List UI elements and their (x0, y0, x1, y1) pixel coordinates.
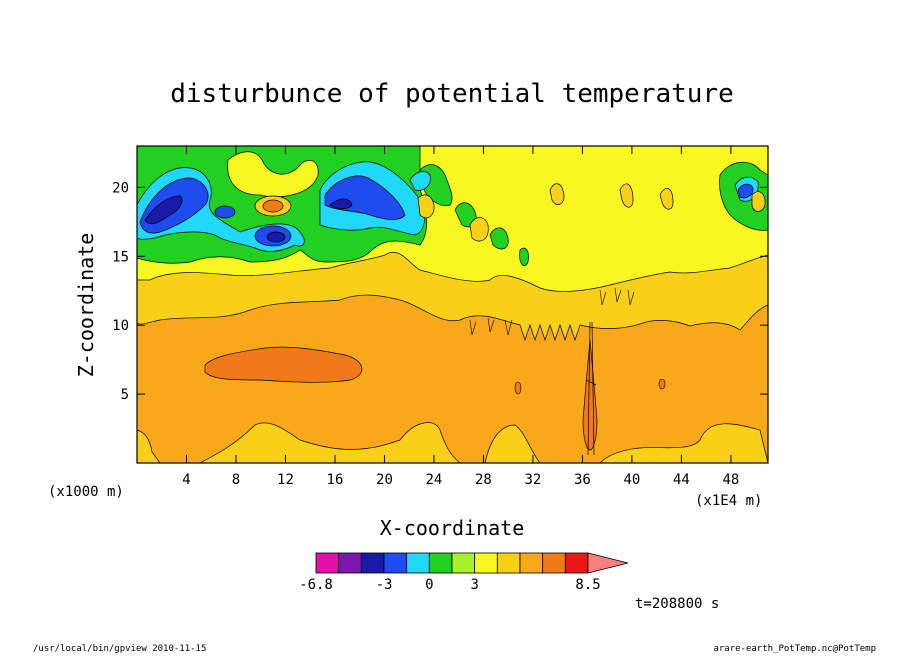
x-axis-ticks: 4 8 12 16 20 24 28 32 36 40 44 48 (182, 146, 739, 488)
y-tick-label: 20 (112, 180, 129, 196)
x-tick-label: 44 (673, 472, 690, 488)
y-tick-label: 5 (121, 387, 129, 403)
colorbar-swatch (315, 552, 340, 574)
region-upper-right-cyan (409, 171, 759, 202)
x-tick-label: 8 (232, 472, 240, 488)
colorbar-label: 8.5 (575, 577, 600, 593)
x-tick-label: 40 (623, 472, 640, 488)
y-tick-label: 10 (112, 318, 129, 334)
footer-right: arare-earth_PotTemp.nc@PotTemp (713, 644, 876, 654)
x-tick-label: 48 (722, 472, 739, 488)
colorbar: -6.8 -3 0 3 8.5 (299, 552, 629, 593)
region-upper-right-wavy-warm (417, 183, 766, 242)
region-small-1 (514, 381, 522, 395)
spike-lines (585, 321, 597, 456)
region-navy-left (144, 195, 183, 225)
x-tick-label: 28 (475, 472, 492, 488)
x-tick-label: 16 (327, 472, 344, 488)
colorbar-swatch (406, 552, 430, 574)
x-tick-label: 12 (277, 472, 294, 488)
time-label: t=208800 s (635, 596, 719, 612)
x-tick-label: 32 (524, 472, 541, 488)
y-axis-label: Z-coordinate (74, 233, 98, 378)
region-upper-left-yellow-bubble (227, 151, 319, 198)
x-tick-label: 24 (426, 472, 443, 488)
colorbar-swatch (496, 552, 521, 574)
colorbar-label: -6.8 (299, 577, 333, 593)
plot-frame (136, 145, 769, 464)
colorbar-swatch (451, 552, 476, 574)
colorbar-swatch (428, 552, 453, 574)
region-warm-bubble-core (262, 199, 284, 213)
x-tick-label: 20 (376, 472, 393, 488)
colorbar-swatch (338, 552, 362, 574)
colorbar-swatch (519, 552, 544, 574)
region-blue-small-2 (214, 205, 236, 219)
region-small-2 (658, 378, 666, 390)
colorbar-label: 3 (470, 577, 478, 593)
x-tick-label: 36 (574, 472, 591, 488)
region-upper-right-wave (419, 162, 768, 267)
y-axis-ticks: 5 10 15 20 (112, 180, 768, 403)
colorbar-swatch (360, 552, 385, 574)
plot-area (137, 146, 768, 463)
region-navy-mid (329, 198, 353, 210)
colorbar-swatch (542, 552, 566, 574)
colorbar-swatch (474, 552, 498, 574)
colorbar-label: -3 (376, 577, 393, 593)
footer-left: /usr/local/bin/gpview 2010-11-15 (33, 644, 206, 654)
x-tick-label: 4 (182, 472, 190, 488)
x-axis-label: X-coordinate (380, 516, 525, 540)
region-upper-right-blue (737, 183, 754, 199)
region-warm-core (204, 346, 363, 383)
y-scale-note: (x1000 m) (48, 484, 124, 500)
chart-title: disturbunce of potential temperature (170, 79, 734, 109)
colorbar-swatch (564, 552, 589, 574)
spiky-upper-lines (469, 287, 635, 336)
colorbar-swatch (383, 552, 408, 574)
colorbar-extend-arrow (587, 552, 629, 574)
region-lower-patches (137, 422, 768, 463)
y-tick-label: 15 (112, 249, 129, 265)
region-navy-small-1 (266, 231, 286, 243)
x-scale-note: (x1E4 m) (695, 493, 762, 509)
colorbar-label: 0 (425, 577, 433, 593)
